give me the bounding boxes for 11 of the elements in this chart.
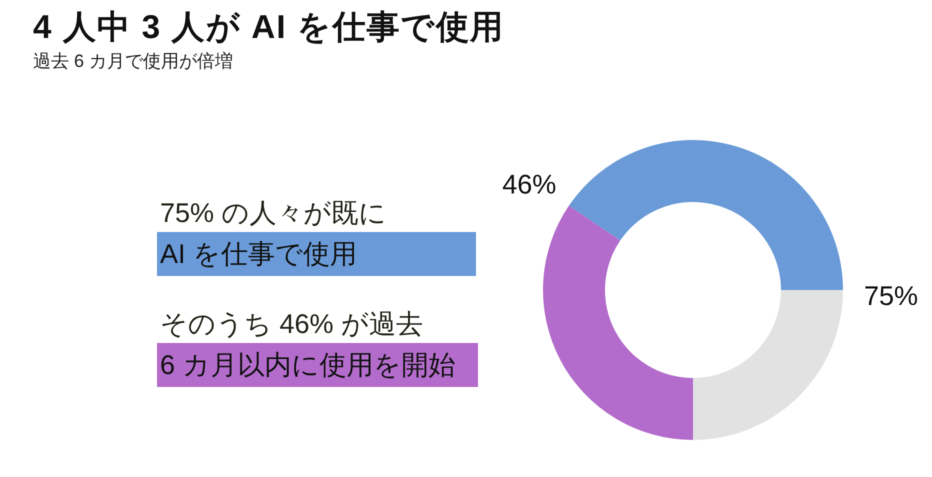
donut-slice [543,206,693,440]
chart-subtitle: 過去 6 カ月で使用が倍増 [33,50,234,73]
chart-title: 4 人中 3 人が AI を仕事で使用 [33,7,504,47]
legend-label: AI を仕事で使用 [157,232,358,276]
donut-slice [693,290,843,440]
text: そのうち 46% が過去 [160,308,424,340]
legend-label: 6 カ月以内に使用を開始 [157,343,456,387]
text: 75% の人々が既に [160,197,388,229]
text: 46% [502,170,556,200]
donut-slice [568,140,843,290]
text: 75% [864,281,918,311]
